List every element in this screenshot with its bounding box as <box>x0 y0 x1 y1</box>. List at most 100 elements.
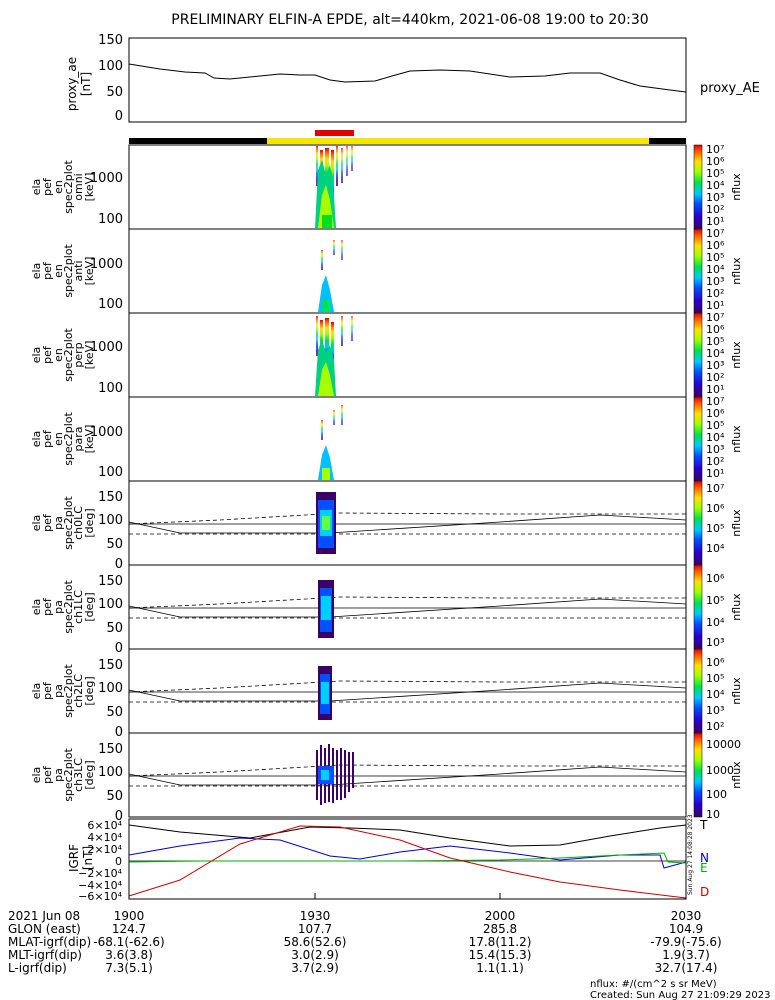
anti-ylabel-3: en <box>52 264 65 278</box>
xrow2-label: MLAT-igrf(dip) <box>8 935 91 949</box>
ch0-ylabel-2: pef <box>41 513 54 532</box>
energy-perp-panel: 1000 100 ela pef en spec2plot perp [keV] <box>30 312 687 398</box>
igrf-legend-D: D <box>700 885 709 899</box>
x-ticks <box>128 893 687 899</box>
science-zone-marker <box>315 130 354 136</box>
xrow4-v2: 1.1(1.1) <box>476 961 524 975</box>
cbar2-t3: 10⁴ <box>706 263 725 276</box>
anti-ylabel-1: ela <box>30 263 43 280</box>
igrf-ytick-2: 4×10⁴ <box>87 831 122 844</box>
xrow1-label: GLON (east) <box>8 922 81 936</box>
figure-title: PRELIMINARY ELFIN-A EPDE, alt=440km, 202… <box>171 12 648 28</box>
cbar3-t6: 10¹ <box>706 383 724 396</box>
xrow0-v0: 1900 <box>114 909 145 923</box>
igrf-ytick-3: 2×10⁴ <box>87 843 122 856</box>
omni-ylabel-1: ela <box>30 179 43 196</box>
cbar4-t3: 10⁴ <box>706 431 725 444</box>
cbar6-t2: 10⁴ <box>706 616 725 629</box>
perp-ylabel-1: ela <box>30 347 43 364</box>
perp-ylabel-2: pef <box>41 345 54 364</box>
xrow4-v3: 32.7(17.4) <box>655 961 718 975</box>
ch3-ylabel-2: pef <box>41 765 54 784</box>
ch2-ylabel-2: pef <box>41 681 54 700</box>
energy-para-panel: 1000 100 ela pef en spec2plot para [keV] <box>30 396 687 482</box>
cbar5-t2: 10⁵ <box>706 522 724 535</box>
igrf-ytick-5: −2×10⁴ <box>78 867 122 880</box>
perp-ylabel-4: spec2plot <box>62 328 75 382</box>
cbar5-t3: 10⁴ <box>706 542 725 555</box>
igrf-ylabel-1: IGRF <box>67 844 81 872</box>
ae-ytick-150: 150 <box>98 33 123 48</box>
cbar3-label: nflux <box>730 341 743 369</box>
cbar7-t3: 10³ <box>706 704 724 717</box>
cbar8-t1: 1000 <box>706 764 734 777</box>
cbar2-t4: 10³ <box>706 275 724 288</box>
cbar2-t6: 10¹ <box>706 299 724 312</box>
anti-ytick-1000: 1000 <box>90 257 123 272</box>
xrow3-v2: 15.4(15.3) <box>469 948 532 962</box>
ch1-ylabel-1: ela <box>30 599 43 616</box>
omni-ytick-100: 100 <box>98 212 123 227</box>
ch0-ytick-0: 0 <box>115 557 123 572</box>
ae-line <box>128 63 687 93</box>
perp-ylabel-3: en <box>52 348 65 362</box>
igrf-legend-T: T <box>699 818 708 832</box>
ch3-ytick-50: 50 <box>106 789 123 804</box>
ch2-ytick-0: 0 <box>115 725 123 740</box>
xrow3-v0: 3.6(3.8) <box>105 948 153 962</box>
xrow2-v2: 17.8(11.2) <box>469 935 532 949</box>
cbar1-t0: 10⁷ <box>706 143 724 156</box>
xrow0-v2: 2000 <box>485 909 516 923</box>
xrow1-v2: 285.8 <box>483 922 517 936</box>
ch1-ylabel-2: pef <box>41 597 54 616</box>
cbar7-t2: 10⁴ <box>706 688 725 701</box>
para-ytick-100: 100 <box>98 465 123 480</box>
cbar7-t1: 10⁵ <box>706 672 724 685</box>
cbar7-label: nflux <box>730 677 743 705</box>
footer-created: Created: Sun Aug 27 21:09:29 2023 <box>590 990 770 1000</box>
cbar2-t1: 10⁶ <box>706 239 725 252</box>
cbar7-t0: 10⁶ <box>706 656 725 669</box>
cbar3-t0: 10⁷ <box>706 311 724 324</box>
igrf-ytick-1: 6×10⁴ <box>87 819 122 832</box>
colorbars <box>693 144 703 818</box>
anti-ylabel-4: spec2plot <box>62 244 75 298</box>
igrf-ytick-4: 0 <box>115 855 122 868</box>
xrow1-v3: 104.9 <box>669 922 703 936</box>
cbar2-label: nflux <box>730 257 743 285</box>
ch3-ylabel-1: ela <box>30 767 43 784</box>
ch2-ylabel-1: ela <box>30 683 43 700</box>
cbar4-t0: 10⁷ <box>706 395 724 408</box>
cbar4-t6: 10¹ <box>706 467 724 480</box>
anti-ytick-100: 100 <box>98 297 123 312</box>
xrow1-v1: 107.7 <box>298 922 332 936</box>
cbar1-t2: 10⁵ <box>706 167 724 180</box>
xrow3-label: MLT-igrf(dip) <box>8 948 82 962</box>
cbar1-t6: 10¹ <box>706 215 724 228</box>
para-ylabel-4: spec2plot <box>62 412 75 466</box>
omni-ylabel-2: pef <box>41 177 54 196</box>
cbar3-t4: 10³ <box>706 359 724 372</box>
igrf-T-line <box>128 824 687 847</box>
igrf-legend-N: N <box>700 851 709 865</box>
side-stamp: Sun Aug 27 14:08:28 2023 <box>687 814 694 895</box>
omni-ytick-1000: 1000 <box>90 171 123 186</box>
cbar4-label: nflux <box>730 425 743 453</box>
perp-ytick-100: 100 <box>98 381 123 396</box>
xrow3-v1: 3.0(2.9) <box>291 948 339 962</box>
cbar3-t1: 10⁶ <box>706 323 725 336</box>
xrow0-label: 2021 Jun 08 <box>8 909 80 923</box>
xrow4-v0: 7.3(5.1) <box>105 961 153 975</box>
cbar1-t4: 10³ <box>706 191 724 204</box>
cbar4-t4: 10³ <box>706 443 724 456</box>
cbar5-t0: 10⁷ <box>706 482 724 495</box>
xrow2-v1: 58.6(52.6) <box>284 935 347 949</box>
x-axis-annotation: 2021 Jun 08 1900 1930 2000 2030 GLON (ea… <box>8 909 722 975</box>
igrf-ylabel-2: [nT] <box>81 846 95 870</box>
igrf-panel: 6×10⁴ 4×10⁴ 2×10⁴ 0 −2×10⁴ −4×10⁴ −6×10⁴… <box>67 818 709 903</box>
ch1-ylabel-5: ch1LC <box>72 590 85 624</box>
ch1-ytick-50: 50 <box>106 621 123 636</box>
cbar6-t1: 10⁵ <box>706 594 724 607</box>
para-ylabel-1: ela <box>30 431 43 448</box>
ae-ylabel-2: [nT] <box>79 72 93 96</box>
